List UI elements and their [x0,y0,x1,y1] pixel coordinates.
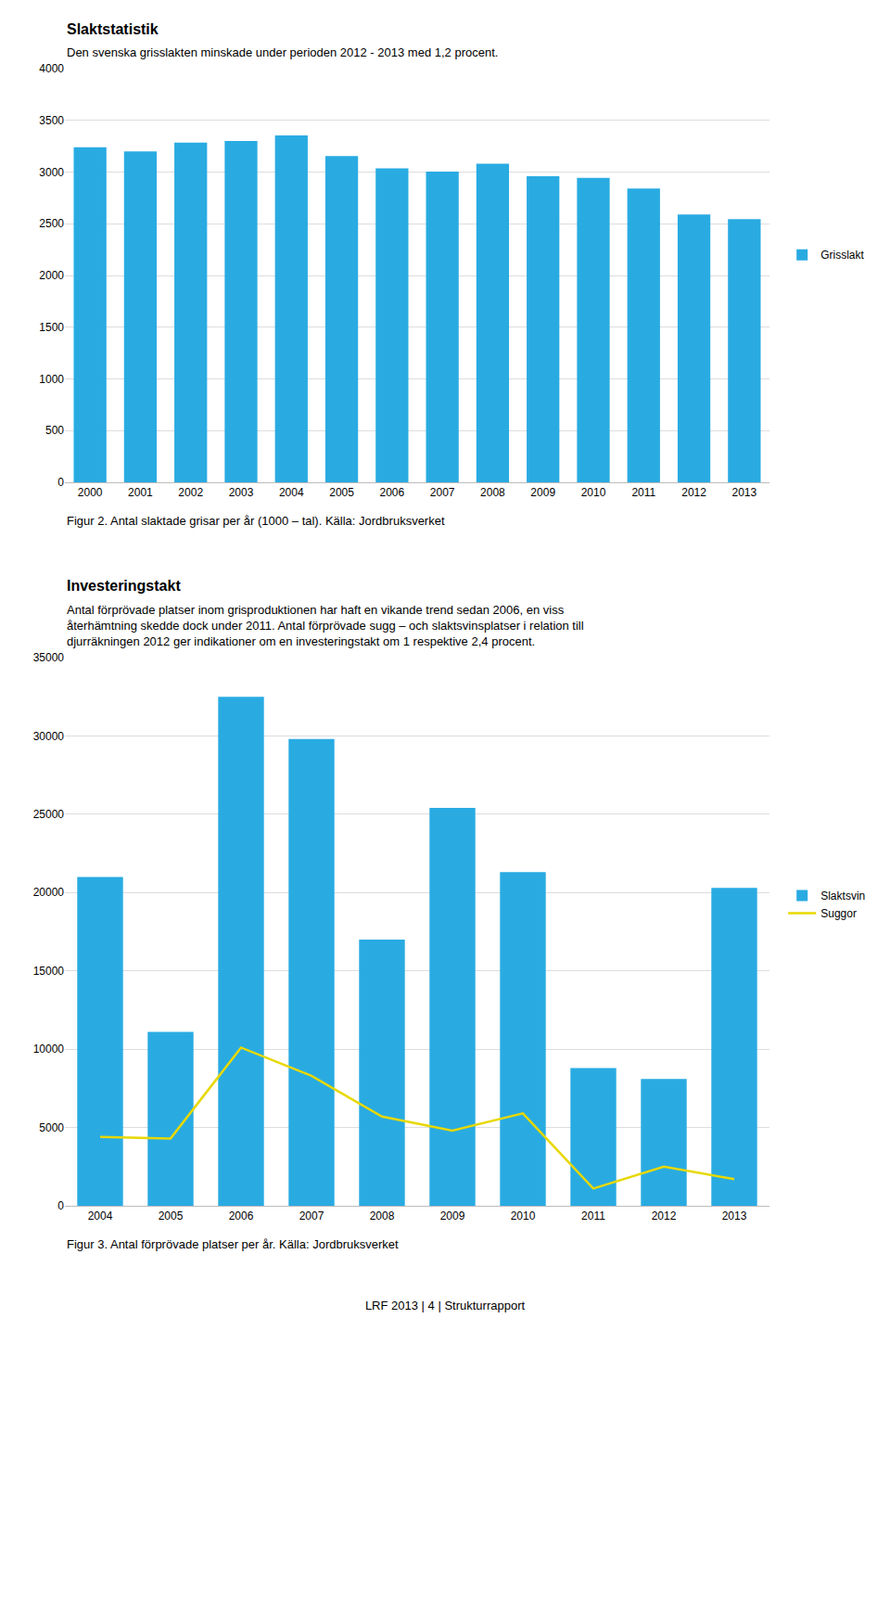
svg-text:2006: 2006 [380,485,406,499]
svg-text:35000: 35000 [33,650,65,664]
svg-text:2006: 2006 [228,1208,255,1222]
svg-text:Figur 3. Antal förprövade plat: Figur 3. Antal förprövade platser per år… [66,1236,399,1251]
svg-text:2010: 2010 [581,485,607,499]
svg-text:2009: 2009 [440,1208,466,1222]
svg-text:Slaktstatistik: Slaktstatistik [66,21,159,38]
svg-text:2005: 2005 [329,485,355,499]
svg-text:5000: 5000 [38,1120,64,1134]
svg-text:Grisslakt: Grisslakt [820,248,865,262]
svg-text:500: 500 [45,423,64,437]
svg-text:2007: 2007 [430,485,456,499]
svg-text:20000: 20000 [33,885,65,899]
svg-text:25000: 25000 [33,807,65,821]
svg-text:0: 0 [57,475,64,489]
svg-text:2008: 2008 [480,485,506,499]
svg-text:0: 0 [57,1198,64,1212]
svg-text:4000: 4000 [38,62,64,76]
svg-text:2002: 2002 [178,485,204,499]
svg-text:30000: 30000 [33,729,65,743]
svg-text:2009: 2009 [530,485,556,499]
svg-text:Den svenska grisslakten minska: Den svenska grisslakten minskade under p… [66,45,498,60]
svg-text:2011: 2011 [631,485,656,499]
svg-text:2012: 2012 [651,1208,677,1222]
svg-text:2013: 2013 [732,485,758,499]
svg-text:2003: 2003 [228,485,255,499]
svg-text:2005: 2005 [158,1208,184,1222]
svg-text:10000: 10000 [33,1042,65,1056]
svg-text:Investeringstakt: Investeringstakt [66,577,181,594]
svg-text:Antal förprövade platser inom: Antal förprövade platser inom grisproduk… [66,602,585,649]
svg-text:2007: 2007 [299,1208,325,1222]
svg-text:2010: 2010 [510,1208,536,1222]
svg-text:2011: 2011 [581,1208,606,1222]
svg-text:1500: 1500 [38,320,64,334]
svg-text:2000: 2000 [77,485,103,499]
svg-text:Figur 2. Antal slaktade grisar: Figur 2. Antal slaktade grisar per år (1… [66,513,445,528]
svg-text:2008: 2008 [369,1208,395,1222]
svg-text:2500: 2500 [38,216,64,230]
svg-text:3500: 3500 [38,114,64,128]
svg-text:1000: 1000 [38,372,64,386]
svg-text:2004: 2004 [88,1208,114,1222]
svg-text:2000: 2000 [38,268,64,282]
svg-text:Suggor: Suggor [820,906,857,920]
svg-text:2012: 2012 [681,485,707,499]
svg-text:2013: 2013 [722,1208,748,1222]
svg-text:2001: 2001 [127,485,153,499]
svg-text:Slaktsvin: Slaktsvin [820,889,865,903]
svg-text:15000: 15000 [33,964,65,978]
svg-text:3000: 3000 [38,165,64,179]
svg-text:2004: 2004 [279,485,305,499]
